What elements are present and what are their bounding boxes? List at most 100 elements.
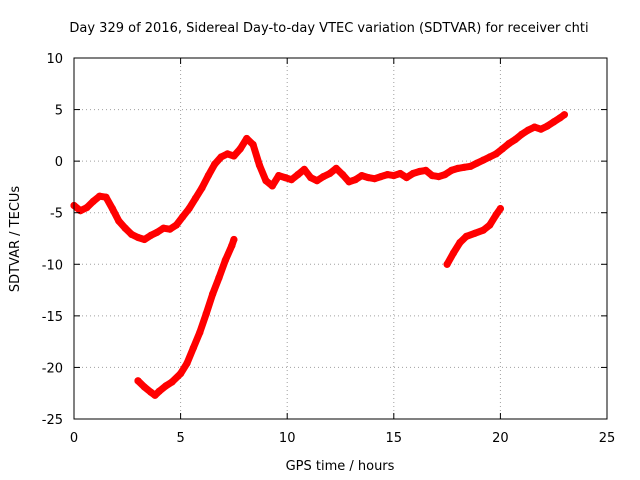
x-axis-label: GPS time / hours <box>286 459 395 474</box>
data-point <box>479 226 487 234</box>
data-point <box>473 159 481 167</box>
data-point <box>243 134 251 143</box>
data-point <box>287 176 296 184</box>
data-point <box>268 182 276 190</box>
data-point <box>496 205 504 213</box>
data-point <box>371 175 379 183</box>
data-point <box>454 164 462 172</box>
data-point <box>217 153 225 161</box>
data-point <box>479 156 487 164</box>
data-point <box>128 230 136 238</box>
data-point <box>345 178 353 186</box>
data-point <box>275 172 283 180</box>
data-point <box>196 328 204 336</box>
data-point <box>462 232 470 240</box>
x-tick-label: 25 <box>599 431 616 446</box>
data-point <box>524 126 532 134</box>
y-tick-label: -5 <box>50 207 63 222</box>
data-point <box>415 167 423 176</box>
data-point <box>428 172 436 180</box>
data-point <box>383 171 391 179</box>
data-point <box>377 173 385 181</box>
plot-frame <box>73 57 608 420</box>
data-point <box>486 221 494 229</box>
tick-layer: 0 5 10 15 20 25 -25 -20 -15 -10 -5 0 5 10 <box>42 52 616 446</box>
data-point <box>409 169 417 178</box>
data-point <box>460 163 468 171</box>
data-point <box>449 249 458 257</box>
data-point <box>179 213 187 221</box>
data-point <box>300 165 308 173</box>
data-point <box>102 193 110 201</box>
data-point <box>537 125 545 133</box>
data-point <box>230 152 238 160</box>
y-tick-label: 5 <box>55 104 63 119</box>
grid-layer <box>74 58 607 419</box>
data-point <box>209 290 217 298</box>
data-point <box>319 173 327 181</box>
data-point <box>281 174 289 182</box>
y-tick-label: -20 <box>42 361 63 376</box>
series-layer <box>70 111 569 399</box>
data-point <box>96 192 104 200</box>
data-point <box>134 233 142 242</box>
data-point <box>456 239 464 247</box>
data-point <box>204 172 212 180</box>
data-point <box>505 140 513 148</box>
data-point <box>155 387 163 395</box>
data-point <box>511 135 519 144</box>
data-point <box>332 164 340 172</box>
data-point <box>211 160 219 168</box>
data-point <box>560 111 569 119</box>
data-point <box>396 169 404 178</box>
data-point <box>255 161 264 169</box>
data-point <box>313 177 321 185</box>
data-point <box>390 172 398 180</box>
data-point <box>183 359 191 367</box>
data-point <box>108 205 116 213</box>
data-point <box>185 205 193 213</box>
data-point <box>422 166 430 174</box>
data-point <box>492 150 500 158</box>
data-point <box>140 383 148 391</box>
data-point <box>236 145 244 153</box>
data-point <box>447 166 455 174</box>
data-point <box>134 377 142 385</box>
data-point <box>530 123 539 131</box>
x-tick-label: 5 <box>176 431 184 446</box>
data-point <box>221 256 229 264</box>
data-point <box>147 231 155 239</box>
x-tick-label: 20 <box>492 431 509 446</box>
data-point <box>550 118 558 126</box>
data-point <box>358 172 366 180</box>
data-point <box>351 176 359 184</box>
data-point <box>168 378 176 386</box>
data-point <box>191 194 200 202</box>
y-tick-label: 0 <box>55 155 63 170</box>
x-tick-label: 10 <box>279 431 296 446</box>
chart-title: Day 329 of 2016, Sidereal Day-to-day VTE… <box>69 21 588 36</box>
data-point <box>543 122 551 130</box>
data-point <box>223 150 232 158</box>
data-point <box>339 171 347 179</box>
data-point <box>189 344 197 352</box>
data-point <box>230 235 238 244</box>
data-point <box>294 171 302 179</box>
y-tick-label: -10 <box>42 258 63 273</box>
data-point <box>435 173 443 181</box>
data-point <box>153 228 161 236</box>
data-point <box>443 260 451 268</box>
data-point <box>76 207 84 215</box>
data-point <box>166 225 174 233</box>
y-tick-label: -25 <box>42 413 63 428</box>
series-segment-2 <box>134 236 238 399</box>
data-point <box>467 162 475 170</box>
data-point <box>215 274 223 282</box>
data-point <box>262 177 270 185</box>
data-point <box>162 382 170 390</box>
data-point <box>115 217 123 225</box>
data-point <box>198 184 206 192</box>
data-point <box>172 221 180 229</box>
data-point <box>307 174 315 182</box>
data-point <box>326 169 334 178</box>
